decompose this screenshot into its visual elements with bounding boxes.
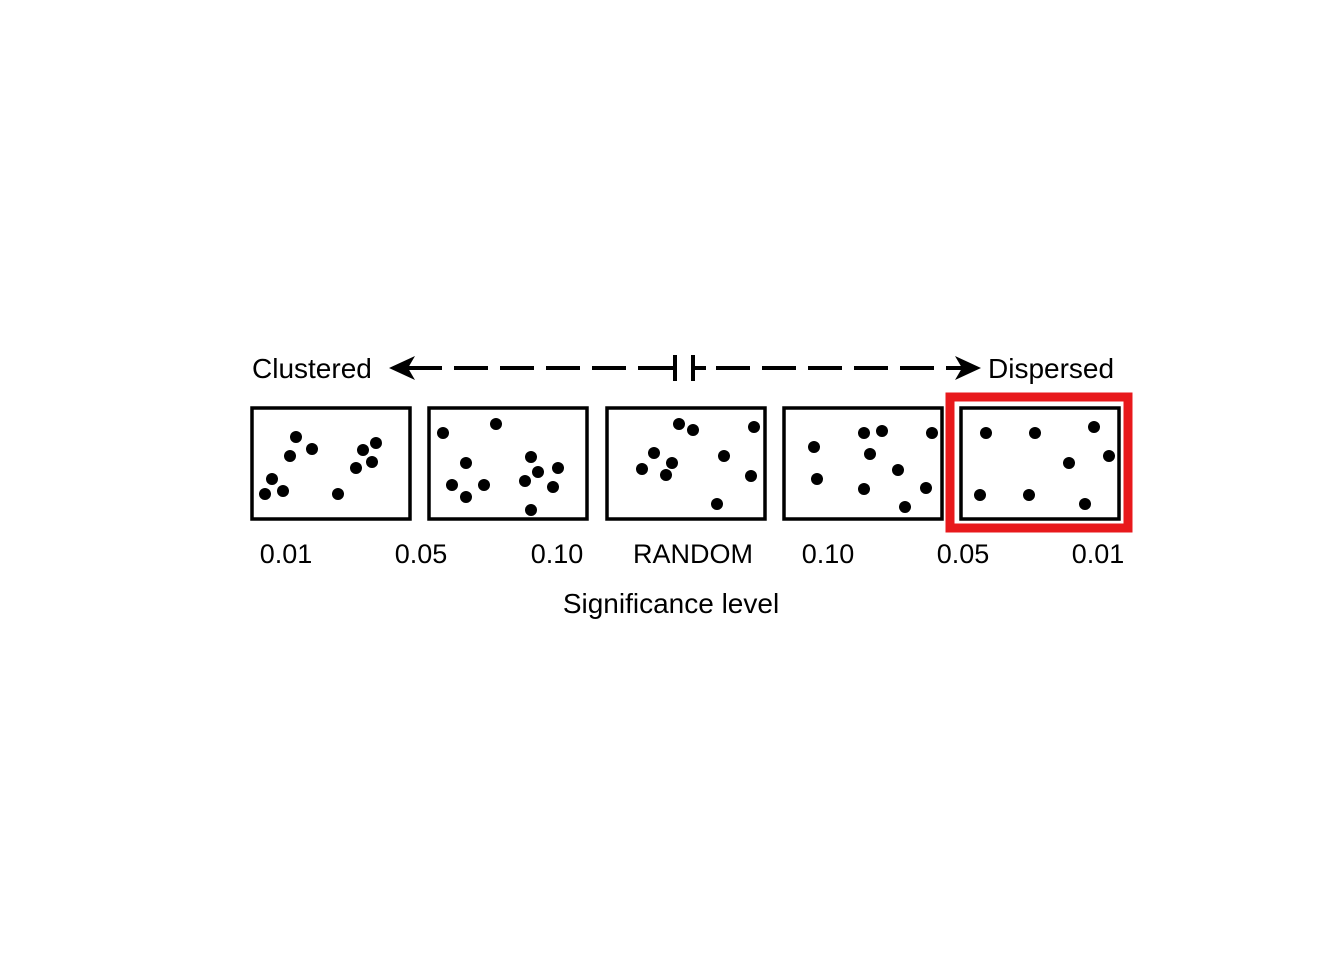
- tick-label-dispersed-005: 0.05: [937, 539, 990, 569]
- dot: [636, 463, 648, 475]
- dot: [284, 450, 296, 462]
- dot: [446, 479, 458, 491]
- dot: [519, 475, 531, 487]
- tick-label-dispersed-010: 0.10: [802, 539, 855, 569]
- dot: [1088, 421, 1100, 433]
- dot: [687, 424, 699, 436]
- dot: [266, 473, 278, 485]
- dot: [974, 489, 986, 501]
- dot: [920, 482, 932, 494]
- dispersed-label: Dispersed: [988, 353, 1114, 384]
- panel-dots: [636, 418, 760, 510]
- tick-label-clustered-010: 0.10: [531, 539, 584, 569]
- dot: [490, 418, 502, 430]
- dot: [980, 427, 992, 439]
- dot: [277, 485, 289, 497]
- tick-label-random: RANDOM: [633, 539, 753, 569]
- panel-random: [605, 406, 767, 521]
- dot: [306, 443, 318, 455]
- dot: [858, 483, 870, 495]
- dot: [1023, 489, 1035, 501]
- dot: [357, 444, 369, 456]
- arrowhead-left-icon: [389, 356, 415, 380]
- panel-frame: [605, 406, 767, 521]
- dot: [899, 501, 911, 513]
- dot: [552, 462, 564, 474]
- dot: [811, 473, 823, 485]
- panel-dots: [808, 425, 938, 513]
- dot: [290, 431, 302, 443]
- tick-label-clustered-005: 0.05: [395, 539, 448, 569]
- dot: [532, 466, 544, 478]
- dot: [350, 462, 362, 474]
- dot: [1103, 450, 1115, 462]
- dot: [926, 427, 938, 439]
- dot: [259, 488, 271, 500]
- dot: [748, 421, 760, 433]
- dot: [648, 447, 660, 459]
- panel-dispersed-001: [945, 392, 1133, 533]
- dot: [892, 464, 904, 476]
- tick-label-clustered-001: 0.01: [260, 539, 313, 569]
- clustered-label: Clustered: [252, 353, 372, 384]
- dot: [864, 448, 876, 460]
- panel-clustered-005: [427, 406, 589, 521]
- dot: [437, 427, 449, 439]
- dot: [660, 469, 672, 481]
- panel-dots: [259, 431, 382, 500]
- highlight-frame: [945, 392, 1133, 533]
- panel-frame: [959, 406, 1121, 521]
- dot: [858, 427, 870, 439]
- dot: [1079, 498, 1091, 510]
- panel-frame: [250, 406, 412, 521]
- dot: [666, 457, 678, 469]
- panel-dots: [437, 418, 564, 516]
- dot: [673, 418, 685, 430]
- panel-dots: [974, 421, 1115, 510]
- dot: [547, 481, 559, 493]
- panel-frame: [427, 406, 589, 521]
- dot: [1063, 457, 1075, 469]
- dot: [460, 457, 472, 469]
- tick-label-dispersed-001: 0.01: [1072, 539, 1125, 569]
- panel-dispersed-005: [782, 406, 944, 521]
- dot: [718, 450, 730, 462]
- dot: [711, 498, 723, 510]
- dashed-arrow-axis: [408, 355, 962, 381]
- panel-frame: [782, 406, 944, 521]
- dot: [370, 437, 382, 449]
- dot: [1029, 427, 1041, 439]
- axis-title: Significance level: [563, 588, 779, 619]
- arrowhead-right-icon: [955, 356, 981, 380]
- dot: [745, 470, 757, 482]
- dot: [876, 425, 888, 437]
- dot: [366, 456, 378, 468]
- dot: [478, 479, 490, 491]
- dot: [525, 504, 537, 516]
- dot: [332, 488, 344, 500]
- dot: [460, 491, 472, 503]
- dot: [808, 441, 820, 453]
- panel-clustered-001: [250, 406, 412, 521]
- dot: [525, 451, 537, 463]
